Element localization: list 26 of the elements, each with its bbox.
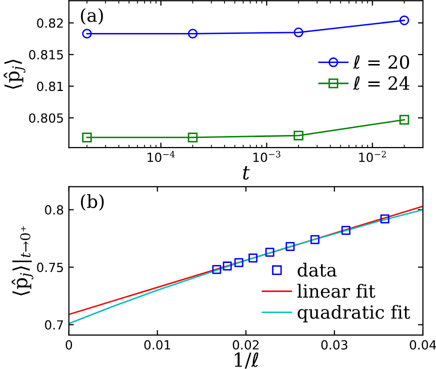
y-tick-label: 0.7: [44, 320, 63, 330]
legend-label: quadratic fit: [298, 304, 410, 322]
y-axis-title: ⟨p̂$_{j}$⟩: [4, 60, 26, 89]
y-tick-label: 0.815: [29, 50, 63, 60]
x-tick-label: 0.03: [321, 340, 348, 350]
x-tick-label: 10$^{−3}$: [253, 150, 280, 162]
legend-label: linear fit: [297, 284, 376, 298]
y-tick-label: 0.805: [29, 113, 63, 123]
x-tick-label: 0.02: [232, 340, 259, 350]
legend-label: ℓ = 20: [352, 55, 410, 69]
y-axis-title: ⟨p̂$_{j}$⟩|$_{t→0⁺}$: [12, 226, 34, 296]
x-axis-title: t: [243, 166, 250, 180]
legend-label: data: [298, 262, 337, 277]
x-tick-label: 10$^{−4}$: [148, 150, 175, 162]
x-tick-label: 0.01: [144, 340, 170, 350]
x-tick-label: 0.04: [410, 340, 436, 350]
x-tick-label: 0: [66, 340, 72, 350]
annotation: (b): [80, 194, 104, 211]
y-tick-label: 0.81: [37, 82, 63, 92]
x-tick-label: 10$^{−2}$: [359, 150, 386, 162]
x-axis-title: 1/ℓ: [234, 352, 258, 369]
y-tick-label: 0.8: [44, 205, 64, 215]
legend-label: ℓ = 24: [352, 76, 410, 90]
y-tick-label: 0.75: [37, 262, 63, 272]
annotation: (a): [80, 8, 103, 25]
y-tick-label: 0.82: [37, 18, 63, 28]
